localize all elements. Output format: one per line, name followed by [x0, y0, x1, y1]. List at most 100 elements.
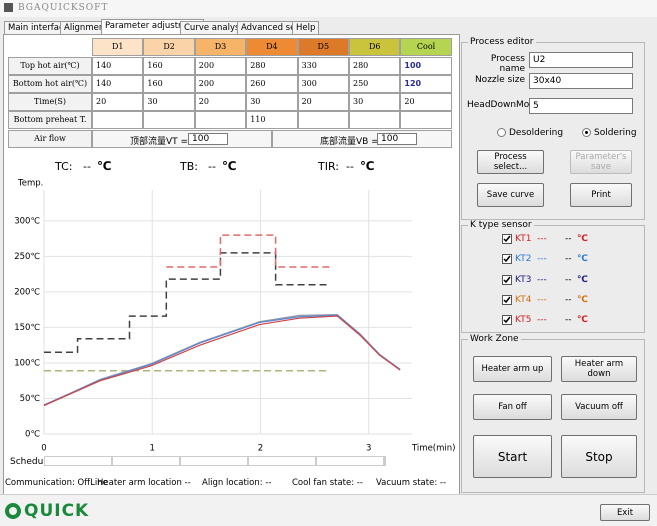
value-cell: [400, 111, 452, 129]
checkbox[interactable]: [502, 234, 512, 244]
field-input[interactable]: 5: [529, 98, 633, 114]
plot-area: [8, 172, 456, 454]
value-cell: 280: [246, 57, 298, 75]
sensor-reading: --: [565, 254, 572, 265]
sensor-unit: ℃: [577, 274, 588, 285]
logo: QUICK: [24, 501, 90, 521]
sensor-reading: --: [565, 315, 572, 326]
checkbox[interactable]: [502, 254, 512, 265]
sensor-value: ---: [537, 274, 547, 285]
checkbox[interactable]: [502, 294, 512, 305]
exit-button[interactable]: Exit: [600, 504, 650, 521]
row-label: Air flow: [8, 130, 92, 148]
check-mark: [503, 296, 511, 304]
group-title: Work Zone: [468, 334, 521, 344]
value-cell: 100: [400, 57, 452, 75]
value-cell: 250: [349, 75, 401, 93]
vt-label: 顶部流量VT =: [130, 137, 189, 147]
check-mark: [503, 276, 511, 283]
vb-input: 100: [377, 133, 417, 145]
readout-label: TIR:: [318, 160, 339, 173]
value-cell: 160: [143, 57, 195, 75]
row-label: Bottom preheat T.(℃): [8, 111, 92, 140]
value-cell: 280: [349, 57, 401, 75]
row-label: Top hot air(℃): [8, 57, 92, 75]
check-mark: [503, 255, 511, 263]
footer: QUICK Exit: [0, 494, 657, 526]
field-label: Nozzle size: [474, 75, 525, 85]
value-cell: 140: [92, 57, 144, 75]
radio[interactable]: [497, 128, 506, 137]
button[interactable]: Print: [570, 183, 632, 207]
group-box: Process editor: [461, 37, 645, 220]
field-label: Process name: [490, 54, 525, 74]
readout-label: TB:: [180, 160, 198, 173]
title-bar: BGAQUICKSOFT: [0, 0, 657, 17]
value-cell: 300: [297, 75, 349, 93]
value-cell: 20: [194, 93, 247, 111]
column-header: Cool: [400, 38, 452, 56]
radio[interactable]: [582, 128, 591, 137]
sensor-value: ---: [537, 254, 547, 265]
value-cell: 140: [92, 75, 144, 93]
tab[interactable]: Help: [292, 21, 320, 35]
radio-label: Desoldering: [509, 128, 564, 138]
button[interactable]: Save curve: [477, 183, 544, 207]
value-cell: 200: [194, 57, 247, 75]
value-cell: 30: [246, 93, 298, 111]
value-cell: 30: [349, 93, 401, 111]
sensor-value: ---: [537, 294, 547, 305]
sensor-unit: ℃: [577, 254, 588, 265]
column-header: D5: [297, 38, 349, 56]
value-cell: 20: [400, 93, 452, 111]
group-box: Work Zone: [461, 334, 645, 493]
row-label: Time(S): [8, 93, 92, 111]
sensor-name: KT4: [515, 294, 532, 305]
checkbox[interactable]: [502, 274, 512, 285]
value-cell: 330: [297, 57, 349, 75]
field-label: HeadDownMode: [467, 100, 541, 110]
series-line: [43, 315, 401, 407]
vb-label: 底部流量VB =: [320, 137, 379, 147]
schedule-label: Schedule: [10, 457, 52, 467]
check-mark: [503, 235, 511, 243]
value-cell: 110: [246, 111, 298, 129]
sensor-reading: --: [565, 294, 572, 305]
button[interactable]: Stop: [561, 435, 637, 478]
value-cell: 260: [246, 75, 298, 93]
sensor-name: KT3: [515, 274, 532, 285]
status-item: Align location: --: [202, 478, 272, 488]
sensor-reading: --: [565, 234, 572, 244]
field-input[interactable]: 30x40: [529, 73, 633, 89]
sensor-unit: ℃: [577, 315, 588, 326]
button[interactable]: Process select...: [477, 150, 544, 174]
schedule-bar: [44, 456, 386, 466]
value-cell: 20: [92, 93, 144, 111]
sensor-unit: ℃: [577, 294, 588, 305]
y-tick-label: 50℃: [20, 394, 41, 404]
series-line: [44, 252, 330, 354]
button[interactable]: Start: [473, 435, 552, 478]
button[interactable]: Heater arm down: [561, 356, 637, 382]
checkbox[interactable]: [502, 315, 512, 326]
status-item: Cool fan state: --: [292, 478, 363, 488]
sensor-value: ---: [537, 315, 547, 326]
readout-value: --: [83, 160, 91, 173]
value-cell: 200: [194, 75, 247, 93]
button[interactable]: Vacuum off: [561, 394, 637, 420]
y-axis-label: Temp.: [17, 179, 43, 189]
column-header: D4: [246, 38, 298, 56]
readout-value: --: [346, 160, 354, 173]
y-tick-label: 200℃: [14, 287, 40, 297]
value-cell: [194, 111, 247, 129]
button[interactable]: Fan off: [473, 394, 552, 420]
window-title: BGAQUICKSOFT: [18, 3, 109, 13]
y-tick-label: 250℃: [14, 252, 40, 262]
field-input[interactable]: U2: [529, 52, 633, 68]
sensor-name: KT2: [515, 254, 532, 265]
sensor-name: KT5: [515, 315, 532, 326]
y-tick-label: 150℃: [14, 323, 40, 333]
y-tick-label: 0℃: [25, 430, 40, 440]
button[interactable]: Heater arm up: [473, 356, 552, 382]
